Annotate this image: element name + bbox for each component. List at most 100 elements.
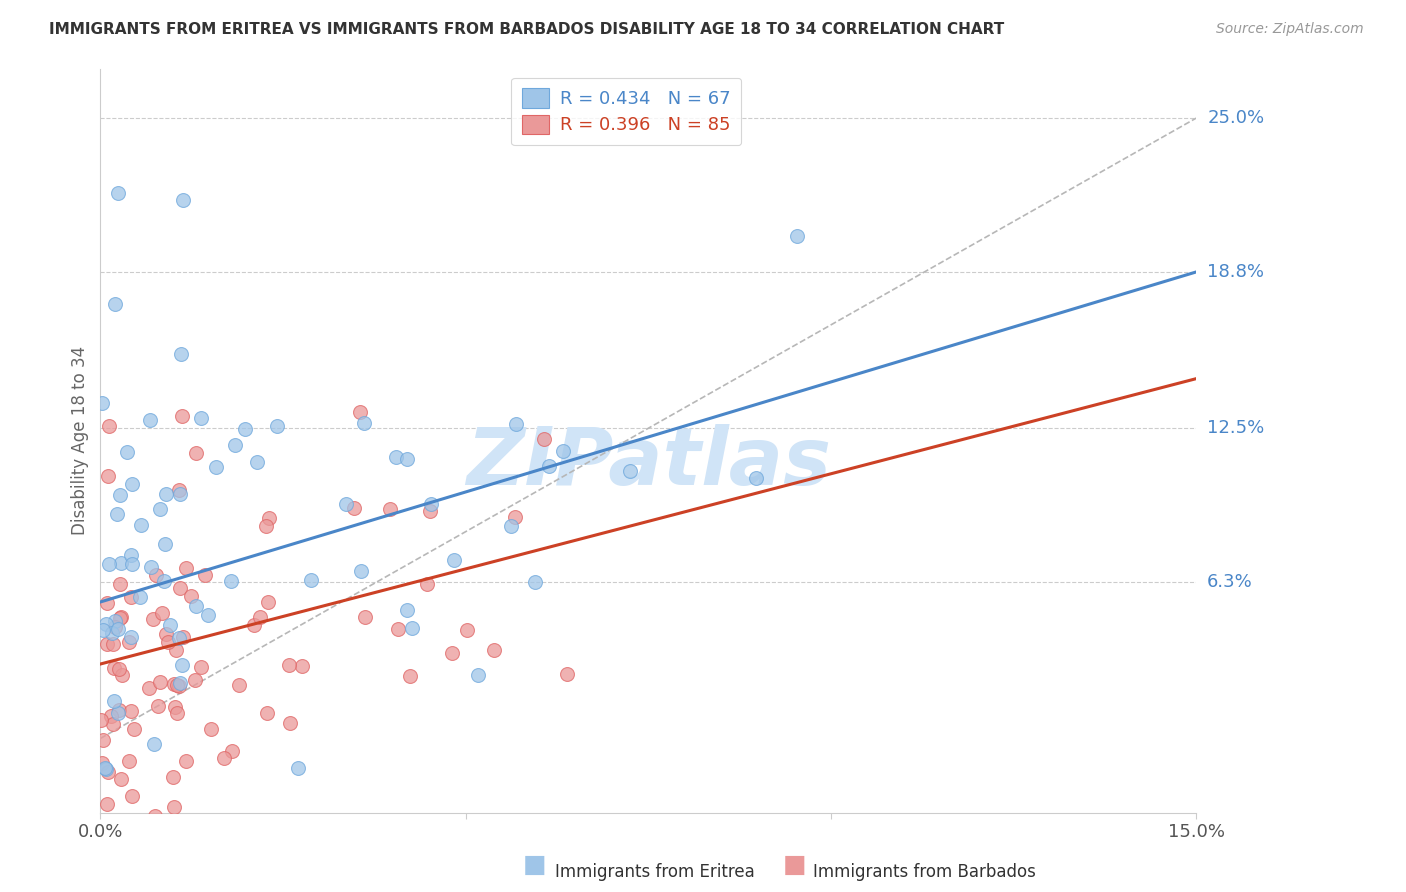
Point <box>108 611 131 625</box>
Point <box>249 610 271 624</box>
Point <box>170 409 193 423</box>
Point <box>141 560 163 574</box>
Point <box>190 660 212 674</box>
Point <box>167 483 190 498</box>
Point <box>503 510 526 524</box>
Point <box>505 417 527 431</box>
Point <box>122 722 145 736</box>
Point <box>163 676 186 690</box>
Point <box>104 297 127 311</box>
Point <box>96 637 118 651</box>
Point <box>172 631 194 645</box>
Point <box>94 762 117 776</box>
Point <box>155 486 177 500</box>
Point <box>121 557 143 571</box>
Point <box>169 581 191 595</box>
Text: Source: ZipAtlas.com: Source: ZipAtlas.com <box>1216 22 1364 37</box>
Point <box>165 642 187 657</box>
Point <box>194 567 217 582</box>
Point <box>108 576 131 591</box>
Point <box>172 194 194 208</box>
Point <box>170 347 193 361</box>
Point <box>153 537 176 551</box>
Point <box>166 678 188 692</box>
Point <box>120 631 142 645</box>
Text: Immigrants from Barbados: Immigrants from Barbados <box>813 863 1036 881</box>
Point <box>111 667 134 681</box>
Point <box>149 501 172 516</box>
Point <box>287 761 309 775</box>
Point <box>159 618 181 632</box>
Point <box>117 634 139 648</box>
Point <box>157 635 180 649</box>
Point <box>257 511 280 525</box>
Point <box>291 659 314 673</box>
Point <box>619 464 641 478</box>
Point <box>456 623 478 637</box>
Point <box>246 455 269 469</box>
Point <box>101 638 124 652</box>
Point <box>354 610 377 624</box>
Point <box>174 755 197 769</box>
Point <box>786 228 808 243</box>
Point <box>329 876 352 890</box>
Point <box>256 595 278 609</box>
Point <box>200 722 222 736</box>
Point <box>138 681 160 695</box>
Point <box>242 617 264 632</box>
Point <box>108 488 131 502</box>
Point <box>551 444 574 458</box>
Point <box>125 829 148 843</box>
Point <box>335 497 357 511</box>
Point <box>145 568 167 582</box>
Point <box>533 432 555 446</box>
Point <box>93 623 115 637</box>
Point <box>129 590 152 604</box>
Point <box>396 603 419 617</box>
Point <box>148 699 170 714</box>
Point <box>93 733 115 747</box>
Point <box>115 445 138 459</box>
Point <box>190 411 212 425</box>
Point <box>256 519 278 533</box>
Point <box>745 471 768 485</box>
Point <box>107 622 129 636</box>
Point <box>214 751 236 765</box>
Point <box>105 507 128 521</box>
Point <box>165 699 187 714</box>
Point <box>169 486 191 500</box>
Point <box>122 881 145 892</box>
Point <box>162 770 184 784</box>
Point <box>118 754 141 768</box>
Point <box>172 658 194 673</box>
Point <box>93 761 115 775</box>
Text: ■: ■ <box>523 854 546 878</box>
Text: Immigrants from Eritrea: Immigrants from Eritrea <box>555 863 755 881</box>
Point <box>416 577 439 591</box>
Point <box>555 667 578 681</box>
Legend: R = 0.434   N = 67, R = 0.396   N = 85: R = 0.434 N = 67, R = 0.396 N = 85 <box>512 78 741 145</box>
Text: IMMIGRANTS FROM ERITREA VS IMMIGRANTS FROM BARBADOS DISABILITY AGE 18 TO 34 CORR: IMMIGRANTS FROM ERITREA VS IMMIGRANTS FR… <box>49 22 1004 37</box>
Point <box>169 676 191 690</box>
Point <box>90 756 112 770</box>
Point <box>395 452 418 467</box>
Point <box>139 413 162 427</box>
Point <box>150 606 173 620</box>
Point <box>299 573 322 587</box>
Point <box>256 706 278 720</box>
Point <box>204 460 226 475</box>
Point <box>221 744 243 758</box>
Point <box>184 599 207 613</box>
Point <box>524 574 547 589</box>
Point <box>120 590 142 604</box>
Point <box>98 557 121 571</box>
Point <box>537 459 560 474</box>
Point <box>266 419 288 434</box>
Point <box>145 809 167 823</box>
Point <box>278 657 301 672</box>
Point <box>108 662 131 676</box>
Point <box>110 556 132 570</box>
Point <box>108 703 131 717</box>
Point <box>142 612 165 626</box>
Point <box>467 668 489 682</box>
